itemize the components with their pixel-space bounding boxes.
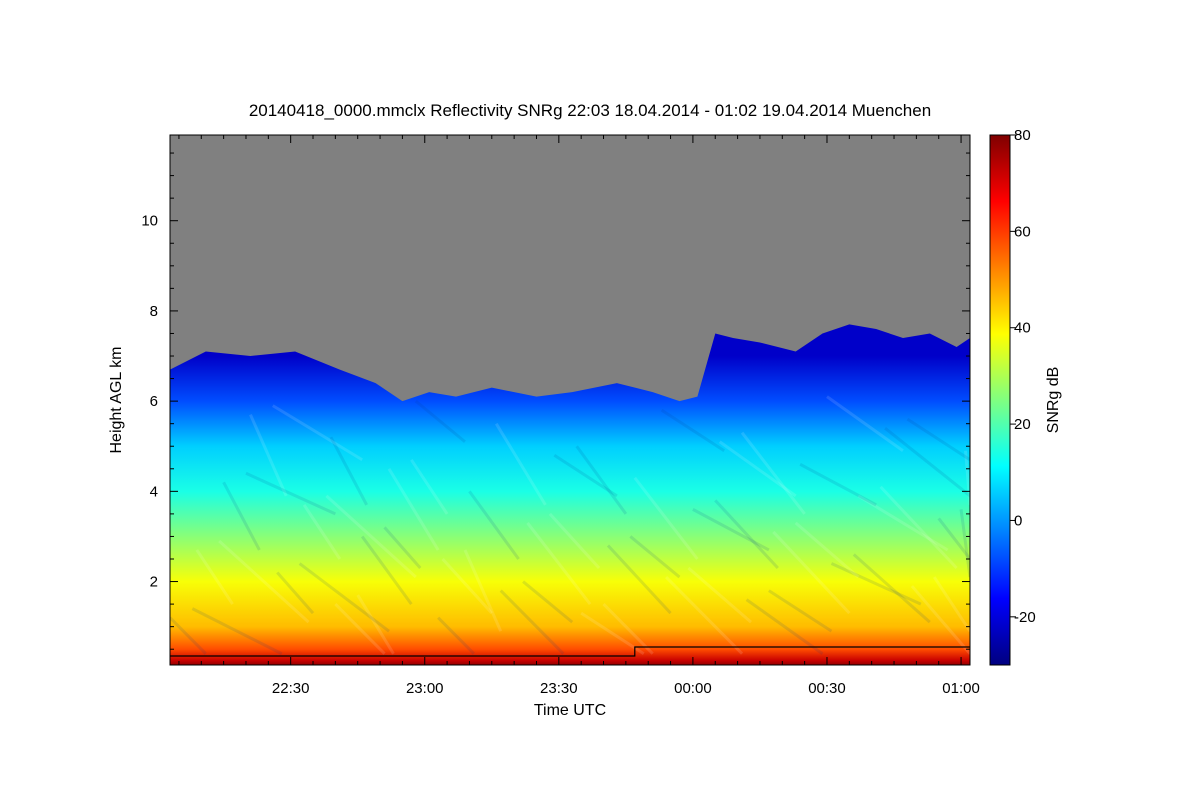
- y-tick-label: 6: [150, 393, 158, 410]
- fallstreak: [687, 566, 752, 624]
- fallstreak: [191, 607, 283, 656]
- echo-field: [170, 324, 970, 665]
- fallstreak: [360, 535, 413, 605]
- fallstreak: [830, 562, 922, 606]
- x-tick-label: 23:30: [540, 680, 578, 697]
- fallstreak: [606, 544, 672, 615]
- fallstreak: [437, 616, 475, 655]
- fallstreak: [245, 471, 336, 516]
- fallstreak: [794, 521, 860, 579]
- fallstreak: [580, 611, 645, 655]
- fallstreak: [959, 509, 970, 578]
- fallstreak: [772, 530, 851, 615]
- fallstreak: [526, 521, 592, 606]
- fallstreak: [387, 468, 440, 551]
- y-axis: 2 4 6 8 10: [141, 152, 970, 650]
- colorbar-tick-label: 60: [1014, 223, 1031, 240]
- fallstreak: [522, 580, 574, 624]
- fallstreak: [222, 481, 261, 551]
- fallstreak: [629, 535, 681, 579]
- fallstreak: [857, 494, 949, 552]
- x-axis: 22:30 23:00 23:30 00:00 00:30 01:00: [178, 135, 980, 697]
- fallstreak: [414, 399, 466, 443]
- fallstreak: [548, 512, 601, 570]
- fallstreak: [553, 453, 618, 498]
- fallstreak: [879, 485, 958, 570]
- fallstreak: [937, 517, 970, 560]
- fallstreak: [799, 462, 877, 507]
- colorbar-tick-label: 80: [1014, 127, 1031, 144]
- fallstreak: [468, 490, 520, 560]
- fallstreak: [441, 557, 493, 615]
- fallstreak: [218, 539, 310, 624]
- fallstreak: [692, 508, 770, 552]
- fallstreak: [334, 603, 386, 655]
- fallstreak: [826, 395, 904, 452]
- fallstreak: [276, 571, 315, 615]
- x-axis-label: Time UTC: [534, 702, 606, 719]
- fallstreak: [768, 589, 833, 633]
- fallstreak: [884, 427, 970, 498]
- colorbar-tick-label: 0: [1014, 512, 1022, 529]
- fallstreak: [249, 414, 288, 497]
- colorbar: 80 60 40 20 0 -20 SNRg dB: [989, 127, 1062, 666]
- y-axis-label: Height AGL km: [108, 346, 125, 453]
- x-tick-label: 00:00: [674, 680, 712, 697]
- x-tick-label: 22:30: [272, 680, 310, 697]
- fallstreak: [499, 589, 565, 655]
- fallstreak: [575, 445, 628, 515]
- fallstreak: [852, 553, 931, 624]
- fallstreak: [745, 598, 824, 655]
- fallstreak: [740, 431, 806, 515]
- colorbar-tick-label: 20: [1014, 416, 1031, 433]
- fallstreak: [383, 526, 422, 570]
- fallstreak: [298, 562, 390, 633]
- x-tick-label: 01:00: [942, 680, 980, 697]
- y-tick-label: 8: [150, 303, 158, 320]
- colorbar-tick-label: 40: [1014, 320, 1031, 337]
- x-tick-label: 00:30: [808, 680, 846, 697]
- fallstreak-texture: [170, 395, 970, 656]
- colorbar-label: SNRg dB: [1045, 367, 1062, 434]
- fallstreak: [665, 575, 744, 655]
- chart-title: 20140418_0000.mmclx Reflectivity SNRg 22…: [249, 101, 931, 120]
- plot-frame: [169, 134, 971, 666]
- y-tick-label: 10: [141, 213, 158, 230]
- fallstreak: [410, 458, 449, 515]
- plot-area: [169, 134, 971, 666]
- fallstreak: [272, 404, 363, 462]
- fallstreak: [325, 494, 417, 579]
- fallstreak: [463, 549, 503, 632]
- fallstreak: [932, 576, 970, 632]
- threshold-line: [170, 646, 970, 657]
- fallstreak: [195, 549, 234, 605]
- x-tick-label: 23:00: [406, 680, 444, 697]
- fallstreak: [329, 436, 368, 506]
- fallstreak: [356, 594, 395, 655]
- fallstreak: [714, 499, 779, 570]
- fallstreak: [660, 408, 726, 453]
- fallstreak: [906, 417, 970, 462]
- fallstreak: [964, 450, 970, 505]
- colorbar-gradient: [989, 134, 1011, 666]
- colorbar-tick-label: -20: [1014, 609, 1036, 626]
- y-tick-label: 4: [150, 483, 158, 500]
- fallstreak: [602, 603, 654, 655]
- fallstreak: [910, 585, 970, 655]
- y-tick-label: 2: [150, 574, 158, 591]
- fallstreak: [302, 504, 342, 560]
- fallstreak: [170, 616, 207, 655]
- fallstreak: [718, 440, 797, 498]
- fallstreak: [633, 476, 699, 560]
- fallstreak: [494, 422, 547, 506]
